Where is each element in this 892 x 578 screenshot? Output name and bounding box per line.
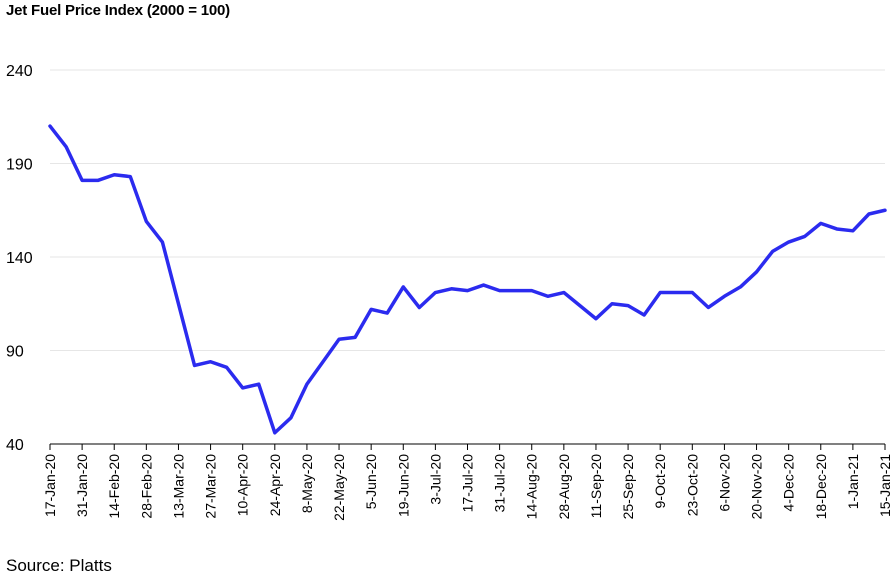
x-axis-tick-labels: 17-Jan-20 31-Jan-20 14-Feb-20 28-Feb-20 13-M… <box>42 444 892 521</box>
x-tick-label: 14-Aug-20 <box>524 454 540 520</box>
x-tick-label: 1-Jan-21 <box>845 454 861 509</box>
x-tick-label: 27-Mar-20 <box>203 454 219 519</box>
x-tick-label: 9-Oct-20 <box>652 454 668 509</box>
x-tick-label: 22-May-20 <box>331 454 347 521</box>
x-tick-label: 25-Sep-20 <box>620 454 636 520</box>
x-tick-label: 6-Nov-20 <box>716 454 732 512</box>
x-tick-label: 31-Jan-20 <box>74 454 90 517</box>
x-tick-label: 10-Apr-20 <box>235 454 251 516</box>
x-tick-label: 20-Nov-20 <box>749 454 765 520</box>
x-tick-label: 28-Aug-20 <box>556 454 572 520</box>
x-tick-label: 14-Feb-20 <box>106 454 122 519</box>
y-axis-tick-labels: 40 90 140 190 240 <box>6 63 33 454</box>
series-line <box>48 124 887 435</box>
x-tick-label: 28-Feb-20 <box>138 454 154 519</box>
x-tick-label: 19-Jun-20 <box>395 454 411 517</box>
x-tick-label: 18-Dec-20 <box>813 454 829 520</box>
source-note: Source: Platts <box>6 556 112 575</box>
x-tick-label: 31-Jul-20 <box>492 454 508 513</box>
y-tick-label: 40 <box>6 437 24 454</box>
y-tick-label: 90 <box>6 344 24 361</box>
x-tick-label: 11-Sep-20 <box>588 454 604 519</box>
chart-title: Jet Fuel Price Index (2000 = 100) <box>6 2 230 19</box>
y-tick-label: 140 <box>6 250 33 267</box>
series-lines <box>48 124 887 435</box>
y-tick-label: 240 <box>6 63 33 80</box>
x-tick-label: 5-Jun-20 <box>363 454 379 509</box>
x-tick-label: 3-Jul-20 <box>427 454 443 505</box>
gridlines <box>50 69 885 351</box>
y-tick-label: 190 <box>6 157 33 174</box>
x-tick-label: 24-Apr-20 <box>267 454 283 516</box>
x-tick-label: 23-Oct-20 <box>684 454 700 516</box>
x-tick-label: 17-Jul-20 <box>460 454 476 513</box>
x-tick-label: 13-Mar-20 <box>170 454 186 519</box>
x-tick-label: 4-Dec-20 <box>781 454 797 512</box>
x-tick-label: 8-May-20 <box>299 454 315 513</box>
x-tick-label: 15-Jan-21 <box>877 454 892 517</box>
x-tick-label: 17-Jan-20 <box>42 454 58 517</box>
